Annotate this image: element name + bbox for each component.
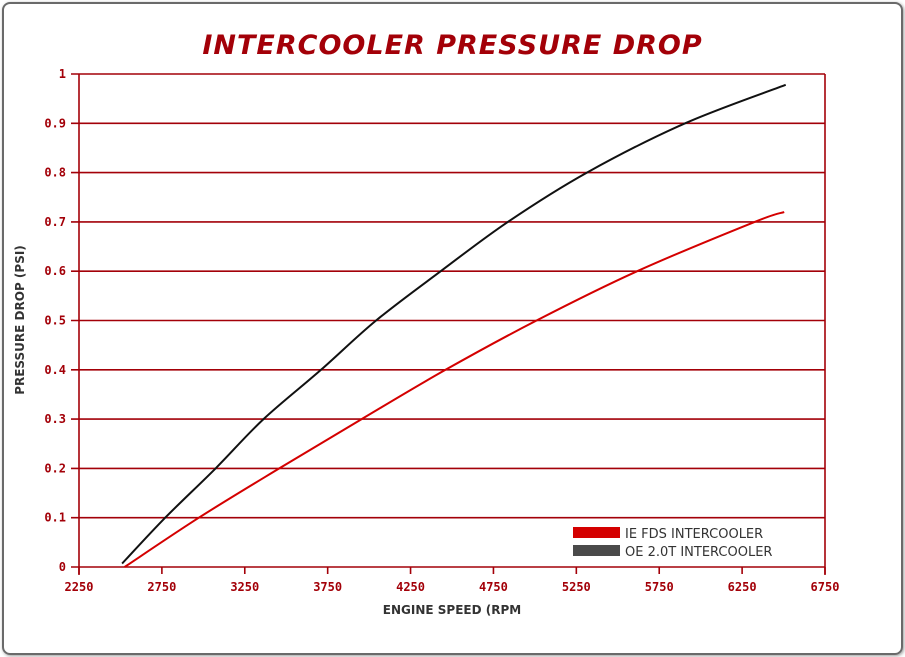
y-tick-label: 0.8 (44, 166, 66, 180)
legend-swatch (573, 527, 620, 538)
chart-title: INTERCOOLER PRESSURE DROP (202, 30, 703, 61)
y-tick-label: 0.9 (44, 116, 66, 130)
x-tick-label: 4750 (479, 580, 508, 594)
legend-swatch (573, 545, 620, 556)
series-line-oe (121, 83, 787, 565)
x-tick-label: 2250 (65, 580, 94, 594)
x-tick-label: 4250 (396, 580, 425, 594)
y-tick-label: 0.2 (44, 461, 66, 475)
y-tick-label: 0 (59, 560, 66, 574)
y-tick-label: 0.6 (44, 264, 66, 278)
x-tick-label: 6750 (811, 580, 840, 594)
y-tick-label: 0.4 (44, 363, 66, 377)
x-tick-label: 3750 (313, 580, 342, 594)
y-tick-label: 1 (59, 67, 66, 81)
y-axis-label: PRESSURE DROP (PSI) (13, 245, 27, 395)
x-axis-label: ENGINE SPEED (RPM (383, 603, 521, 617)
series-line-ie (124, 211, 785, 568)
y-tick-label: 0.3 (44, 412, 66, 426)
x-tick-label: 5750 (645, 580, 674, 594)
legend-label: OE 2.0T INTERCOOLER (625, 545, 772, 560)
y-tick-label: 0.5 (44, 314, 66, 328)
x-tick-label: 2750 (147, 580, 176, 594)
x-tick-label: 5250 (562, 580, 591, 594)
x-tick-label: 6250 (728, 580, 757, 594)
y-tick-label: 0.1 (44, 511, 66, 525)
legend-label: IE FDS INTERCOOLER (625, 527, 763, 542)
y-tick-label: 0.7 (44, 215, 66, 229)
x-tick-label: 3250 (230, 580, 259, 594)
